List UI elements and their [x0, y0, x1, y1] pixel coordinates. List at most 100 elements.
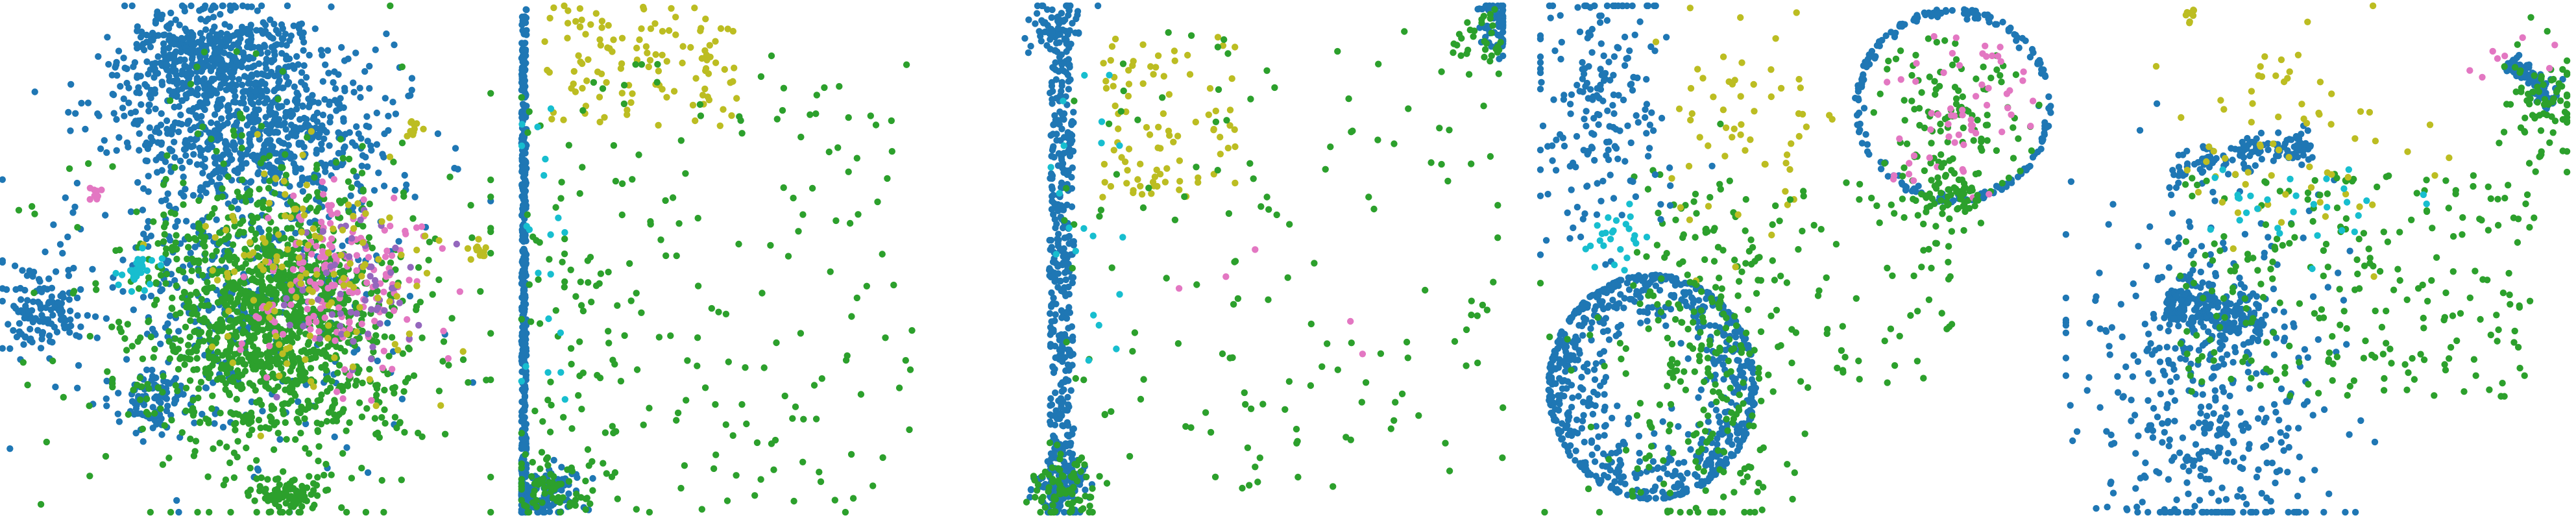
scatter-point: [704, 93, 712, 101]
scatter-point: [175, 328, 182, 335]
scatter-point: [544, 397, 552, 404]
scatter-point: [282, 419, 289, 426]
scatter-point: [149, 36, 156, 43]
scatter-point: [570, 80, 577, 88]
scatter-point: [133, 208, 140, 216]
scatter-point: [139, 206, 147, 214]
scatter-point: [290, 22, 297, 29]
scatter-point: [158, 139, 165, 147]
scatter-point: [52, 383, 59, 391]
scatter-point: [348, 475, 356, 482]
scatter-point: [390, 307, 398, 314]
scatter-point: [139, 425, 146, 432]
scatter-point: [173, 232, 180, 239]
scatter-point: [193, 365, 200, 373]
scatter-point: [539, 418, 546, 425]
scatter-point: [21, 314, 28, 322]
scatter-point: [213, 321, 221, 328]
scatter-point: [162, 280, 169, 287]
scatter-point: [344, 382, 351, 389]
scatter-point: [128, 2, 136, 10]
scatter-point: [140, 46, 148, 54]
scatter-point: [557, 329, 565, 336]
scatter-point: [86, 402, 93, 410]
scatter-point: [241, 280, 248, 287]
scatter-point: [559, 258, 566, 265]
scatter-point: [235, 373, 243, 380]
scatter-point: [579, 164, 586, 171]
scatter-point: [138, 262, 146, 269]
scatter-point: [386, 298, 393, 305]
scatter-point: [132, 405, 140, 412]
scatter-point: [230, 474, 238, 481]
scatter-point: [121, 2, 128, 10]
scatter-point: [326, 114, 334, 121]
scatter-point: [65, 272, 73, 279]
scatter-point: [219, 95, 226, 103]
scatter-point: [70, 264, 77, 272]
scatter-point: [487, 249, 494, 257]
scatter-point: [254, 201, 261, 208]
scatter-point: [627, 297, 635, 304]
scatter-point: [736, 113, 743, 120]
scatter-point: [148, 257, 156, 264]
scatter-point: [341, 366, 348, 373]
scatter-point: [117, 82, 124, 90]
scatter-point: [331, 282, 338, 289]
scatter-point: [407, 119, 415, 126]
scatter-point: [158, 197, 165, 204]
scatter-point: [109, 284, 116, 291]
scatter-point: [193, 288, 200, 296]
scatter-point: [546, 428, 554, 436]
scatter-point: [258, 278, 265, 285]
scatter-point: [298, 79, 305, 86]
scatter-point: [322, 269, 330, 277]
scatter-point: [884, 175, 891, 182]
scatter-point: [205, 330, 213, 338]
scatter-point: [368, 397, 375, 404]
scatter-point: [145, 217, 152, 225]
scatter-point: [677, 484, 685, 492]
scatter-point: [247, 32, 254, 40]
scatter-point: [163, 395, 171, 402]
scatter-point: [147, 232, 154, 240]
scatter-point: [286, 508, 293, 516]
scatter-point: [49, 357, 56, 365]
scatter-point: [186, 377, 194, 384]
scatter-point: [127, 267, 134, 274]
scatter-point: [140, 293, 147, 301]
scatter-point: [546, 508, 553, 515]
scatter-point: [287, 214, 295, 221]
scatter-point: [37, 302, 44, 310]
scatter-point: [157, 262, 164, 269]
scatter-point: [797, 330, 805, 337]
scatter-point: [371, 415, 379, 422]
scatter-point: [151, 410, 158, 417]
scatter-point: [191, 243, 199, 251]
scatter-point: [233, 395, 240, 403]
scatter-point: [521, 177, 529, 184]
scatter-point: [797, 133, 805, 141]
scatter-point: [1047, 402, 1054, 409]
scatter-point: [0, 297, 6, 305]
scatter-point: [339, 450, 346, 457]
scatter-point: [237, 138, 245, 145]
scatter-point: [250, 43, 258, 51]
scatter-point: [331, 261, 339, 269]
scatter-point: [303, 86, 310, 93]
scatter-point: [618, 211, 626, 219]
scatter-point: [324, 388, 331, 395]
scatter-point: [405, 92, 412, 99]
scatter-point: [353, 123, 360, 130]
scatter-point: [536, 320, 544, 327]
scatter-point: [284, 2, 291, 10]
scatter-point: [401, 171, 408, 179]
scatter-point: [546, 14, 553, 22]
scatter-point: [299, 287, 306, 294]
scatter-point: [627, 99, 635, 106]
scatter-point: [192, 438, 200, 445]
scatter-point: [848, 313, 855, 320]
scatter-point: [45, 300, 52, 307]
scatter-point: [780, 84, 788, 92]
scatter-point: [350, 79, 357, 86]
